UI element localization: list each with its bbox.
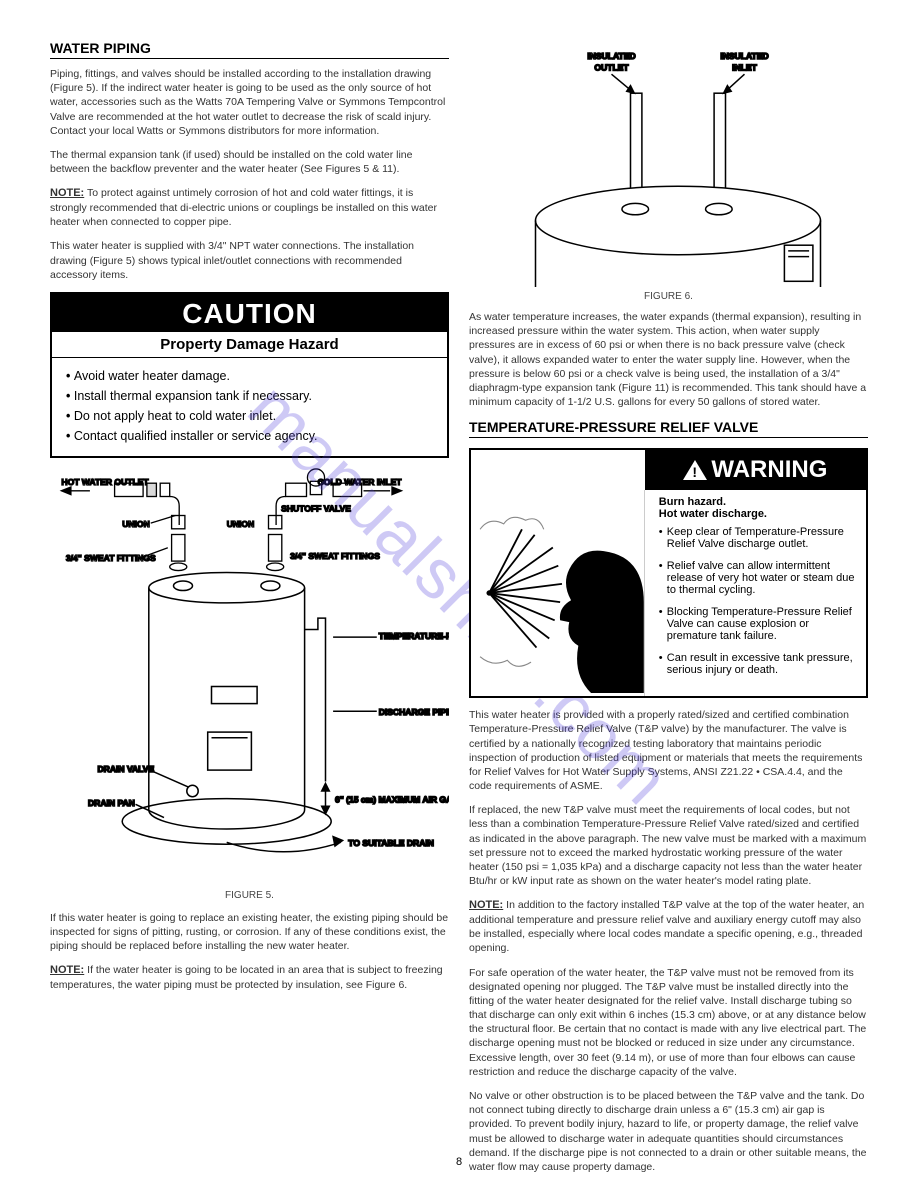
- cold-water-inlet-label: COLD WATER INLET: [318, 477, 403, 487]
- warning-item: Can result in excessive tank pressure, s…: [659, 652, 856, 676]
- union-label: UNION: [122, 519, 150, 529]
- note2-text: If the water heater is going to be locat…: [50, 964, 443, 991]
- warning-item: Relief valve can allow intermittent rele…: [659, 560, 856, 596]
- caution-item: Do not apply heat to cold water inlet.: [66, 406, 433, 426]
- scald-illustration: [471, 490, 645, 696]
- figure6-diagram: INSULATED OUTLET INSULATED INLET: [469, 40, 868, 287]
- left-p3: This water heater is supplied with 3/4" …: [50, 239, 449, 282]
- drain-pan-label: DRAIN PAN: [88, 798, 135, 808]
- warning-header: WARNING: [645, 450, 866, 490]
- note-text: To protect against untimely corrosion of…: [50, 187, 437, 228]
- discharge-label: DISCHARGE PIPE (DO NOT CAP OR PLUG): [379, 707, 449, 717]
- tpr-heading: TEMPERATURE-PRESSURE RELIEF VALVE: [469, 419, 868, 438]
- sweat-label: 3/4" SWEAT FITTINGS: [290, 551, 380, 561]
- figure5-caption: FIGURE 5.: [50, 890, 449, 901]
- air-gap-label: 6" (15 cm) MAXIMUM AIR GAP: [335, 794, 449, 804]
- to-drain-label: TO SUITABLE DRAIN: [348, 838, 434, 848]
- svg-text:INLET: INLET: [732, 62, 757, 72]
- caution-title: CAUTION: [52, 294, 447, 332]
- right-column: INSULATED OUTLET INSULATED INLET: [469, 40, 868, 1184]
- warning-scald-sub: Hot water discharge.: [659, 508, 856, 520]
- left-note: NOTE: To protect against untimely corros…: [50, 186, 449, 229]
- shutoff-valve-label: SHUTOFF VALVE: [281, 504, 351, 514]
- right-note-text: In addition to the factory installed T&P…: [469, 899, 864, 954]
- right-note: NOTE: In addition to the factory install…: [469, 898, 868, 955]
- warning-scald-title: Burn hazard.: [659, 496, 856, 508]
- figure5-diagram: HOT WATER OUTLET UNION 3/4" SWEAT FITTIN…: [50, 468, 449, 886]
- caution-list: Avoid water heater damage. Install therm…: [52, 358, 447, 456]
- union-label: UNION: [227, 519, 255, 529]
- right-note-label: NOTE:: [469, 899, 503, 911]
- warning-title: WARNING: [711, 456, 827, 484]
- note-label: NOTE:: [50, 187, 84, 199]
- right-p3: If replaced, the new T&P valve must meet…: [469, 803, 868, 888]
- right-p5: No valve or other obstruction is to be p…: [469, 1089, 868, 1174]
- left-note2: NOTE: If the water heater is going to be…: [50, 963, 449, 992]
- warning-item: Blocking Temperature-Pressure Relief Val…: [659, 606, 856, 642]
- water-piping-heading: WATER PIPING: [50, 40, 449, 59]
- left-p4: If this water heater is going to replace…: [50, 911, 449, 954]
- hot-water-outlet-label: HOT WATER OUTLET: [61, 477, 149, 487]
- caution-box: CAUTION Property Damage Hazard Avoid wat…: [50, 292, 449, 458]
- warning-item: Keep clear of Temperature-Pressure Relie…: [659, 526, 856, 550]
- drain-valve-label: DRAIN VALVE: [98, 764, 155, 774]
- warning-box: WARNING: [469, 448, 868, 698]
- page-content: WATER PIPING Piping, fittings, and valve…: [50, 40, 868, 1184]
- left-column: WATER PIPING Piping, fittings, and valve…: [50, 40, 449, 1184]
- svg-text:OUTLET: OUTLET: [594, 62, 629, 72]
- caution-item: Avoid water heater damage.: [66, 366, 433, 386]
- caution-item: Install thermal expansion tank if necess…: [66, 386, 433, 406]
- figure6-caption: FIGURE 6.: [469, 291, 868, 302]
- caution-item: Contact qualified installer or service a…: [66, 426, 433, 446]
- right-p1: As water temperature increases, the wate…: [469, 310, 868, 409]
- left-p1: Piping, fittings, and valves should be i…: [50, 67, 449, 138]
- tpr-label: TEMPERATURE-PRESSURE RELIEF VALVE: [379, 631, 449, 641]
- left-p2: The thermal expansion tank (if used) sho…: [50, 148, 449, 176]
- sweat-label: 3/4" SWEAT FITTINGS: [66, 553, 156, 563]
- right-p4: For safe operation of the water heater, …: [469, 966, 868, 1079]
- svg-text:INSULATED: INSULATED: [587, 51, 635, 61]
- warning-triangle-icon: [683, 460, 707, 480]
- caution-subtitle: Property Damage Hazard: [52, 332, 447, 358]
- right-p2: This water heater is provided with a pro…: [469, 708, 868, 793]
- page-number: 8: [456, 1156, 462, 1168]
- svg-text:INSULATED: INSULATED: [720, 51, 768, 61]
- note2-label: NOTE:: [50, 964, 84, 976]
- warning-text: Burn hazard. Hot water discharge. Keep c…: [645, 490, 866, 696]
